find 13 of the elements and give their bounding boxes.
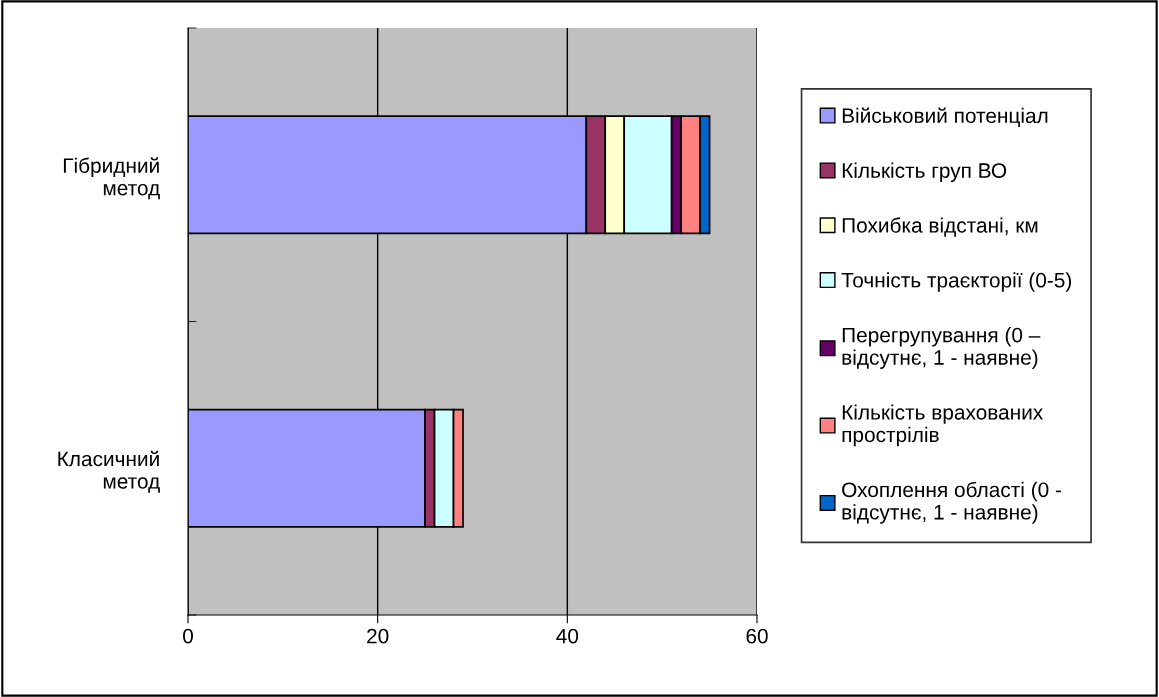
- y-tick-label: Класичний метод: [58, 450, 160, 493]
- x-tick-label: 20: [367, 628, 389, 644]
- x-tick-label: 60: [746, 628, 768, 644]
- x-tick-label: 40: [556, 628, 579, 644]
- x-tick-label: 0: [183, 628, 193, 644]
- legend-label: Похибка відстані, км: [842, 217, 1038, 237]
- y-tick-label: Гібридний метод: [63, 157, 160, 200]
- legend-label: Військовий потенціал: [842, 107, 1048, 127]
- legend-label: Кількість врахованих прострілів: [842, 404, 1044, 447]
- legend-label: Кількість груп ВО: [842, 162, 1007, 183]
- legend-label: Охоплення області (0 - відсутнє, 1 - наявне): [842, 481, 1062, 524]
- legend-label: Перегрупування (0 – відсутнє, 1 - наявне): [842, 327, 1041, 369]
- legend-label: Точність траєкторії (0-5): [841, 272, 1072, 292]
